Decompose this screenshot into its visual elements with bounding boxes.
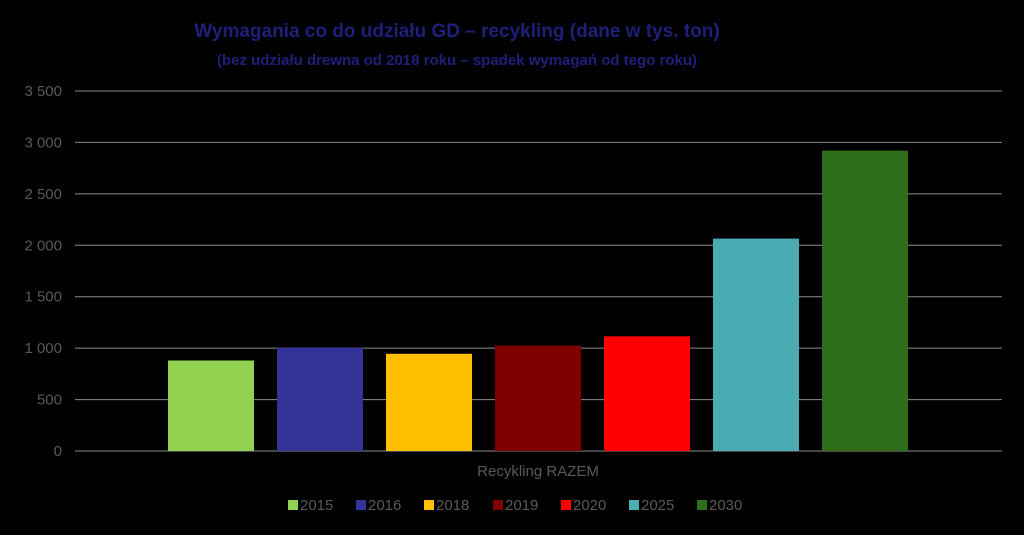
- bar-2020: [604, 336, 690, 451]
- legend-item-2015: 2015: [288, 497, 333, 514]
- y-tick-label: 1 500: [24, 289, 62, 306]
- y-tick-label: 1 000: [24, 340, 62, 357]
- y-tick-label: 2 500: [24, 186, 62, 203]
- bar-2025: [713, 238, 799, 451]
- legend-item-2019: 2019: [493, 497, 538, 514]
- bar-2019: [495, 345, 581, 451]
- bars: [168, 150, 908, 451]
- y-tick-label: 3 000: [24, 134, 62, 151]
- legend: 2015 2016 2018 2019 2020 2025 2030: [288, 497, 742, 514]
- legend-swatch: [697, 500, 707, 510]
- bar-2016: [277, 347, 363, 451]
- y-axis-ticks: 0 500 1 000 1 500 2 000 2 500 3 000 3 500: [24, 83, 62, 460]
- y-tick-label: 500: [37, 392, 62, 409]
- legend-label: 2030: [709, 497, 742, 514]
- legend-label: 2016: [368, 497, 401, 514]
- legend-swatch: [629, 500, 639, 510]
- bar-2015: [168, 360, 254, 451]
- chart-title: Wymagania co do udziału GD – recykling (…: [194, 21, 719, 42]
- legend-label: 2019: [505, 497, 538, 514]
- legend-item-2018: 2018: [424, 497, 469, 514]
- y-tick-label: 2 000: [24, 237, 62, 254]
- y-tick-label: 0: [54, 443, 62, 460]
- bar-2018: [386, 353, 472, 451]
- legend-item-2030: 2030: [697, 497, 742, 514]
- legend-swatch: [424, 500, 434, 510]
- legend-swatch: [356, 500, 366, 510]
- legend-swatch: [493, 500, 503, 510]
- legend-label: 2015: [300, 497, 333, 514]
- chart-subtitle: (bez udziału drewna od 2018 roku – spade…: [217, 52, 697, 69]
- y-tick-label: 3 500: [24, 83, 62, 100]
- legend-item-2016: 2016: [356, 497, 401, 514]
- legend-item-2025: 2025: [629, 497, 674, 514]
- legend-swatch: [561, 500, 571, 510]
- legend-label: 2020: [573, 497, 606, 514]
- legend-label: 2018: [436, 497, 469, 514]
- legend-label: 2025: [641, 497, 674, 514]
- legend-swatch: [288, 500, 298, 510]
- bar-2030: [822, 150, 908, 451]
- x-category-label: Recykling RAZEM: [477, 463, 599, 480]
- legend-item-2020: 2020: [561, 497, 606, 514]
